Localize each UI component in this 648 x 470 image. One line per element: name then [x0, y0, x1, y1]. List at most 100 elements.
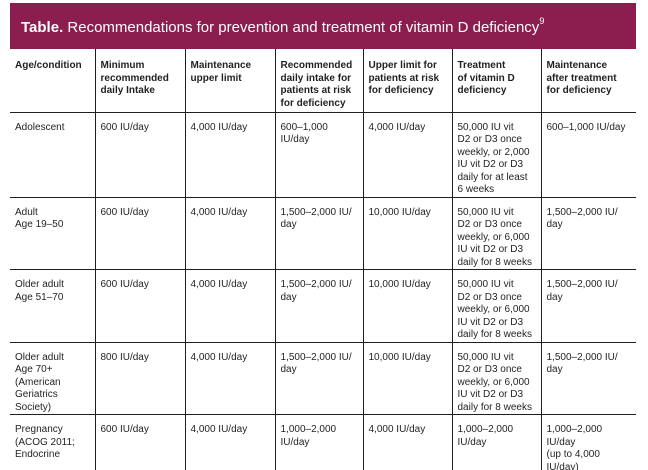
- table-cell: 4,000 IU/day: [185, 342, 276, 415]
- cell-text-line: 1,500–2,000 IU/: [546, 351, 618, 363]
- cell-text-line: 600 IU/day: [100, 206, 149, 218]
- table-cell: 1,500–2,000 IU/day: [541, 269, 636, 343]
- table-cell: 4,000 IU/day: [185, 112, 276, 198]
- cell-text-line: 4,000 IU/day: [190, 351, 248, 363]
- cell-text-line: Geriatrics: [15, 389, 58, 400]
- cell-text-line: 10,000 IU/day: [368, 351, 431, 363]
- table-cell: 600 IU/day: [95, 269, 186, 343]
- cell-text-line: recommended: [100, 72, 169, 84]
- cell-text-line: Older adult: [15, 279, 64, 290]
- cell-text-line: 1,000–2,000 IU/day: [280, 424, 337, 448]
- cell-text-line: Upper limit for: [368, 60, 437, 71]
- cell-text-line: weekly, or 6,000: [457, 304, 530, 315]
- cell-text-line: 4,000 IU/day: [190, 121, 248, 133]
- cell-text-line: D2 or D3 once: [457, 364, 522, 375]
- cell-text-line: IU vit D2 or D3: [457, 389, 524, 400]
- table-cell: 1,000–2,000 IU/day: [452, 414, 542, 470]
- table-row: Pregnancy (ACOG 2011; Endocrine 600 IU/day…: [10, 414, 636, 470]
- table-cell: Adolescent: [10, 112, 96, 198]
- cell-text-line: weekly, or 6,000: [457, 231, 530, 243]
- cell-text-line: Age 51–70: [15, 291, 64, 303]
- cell-text-line: 10,000 IU/day: [368, 206, 431, 218]
- cell-text-line: 4,000 IU/day: [368, 424, 426, 435]
- table-cell: 4,000 IU/day: [363, 112, 453, 198]
- cell-text-line: day: [280, 219, 297, 230]
- table-cell: 10,000 IU/day: [363, 197, 453, 270]
- cell-text-line: weekly, or 2,000: [457, 146, 530, 158]
- table-cell: 600–1,000 IU/day: [541, 112, 636, 198]
- header-cell: Upper limit for patients at risk for defic…: [363, 49, 453, 113]
- cell-text-line: Adolescent: [15, 121, 65, 133]
- table-cell: 4,000 IU/day: [185, 414, 276, 470]
- table-cell: 1,500–2,000 IU/day: [275, 342, 364, 415]
- table-row: Adolescent 600 IU/day 4,000 IU/day 600–1…: [10, 112, 636, 198]
- table-cell: 50,000 IU vit D2 or D3 once weekly, or 6,0…: [452, 269, 542, 343]
- table-cell: 4,000 IU/day: [185, 197, 276, 270]
- cell-text-line: 50,000 IU vit: [457, 121, 514, 133]
- cell-text-line: day: [280, 364, 297, 375]
- cell-text-line: IU vit D2 or D3: [457, 159, 524, 170]
- cell-text-line: 1,500–2,000 IU/: [546, 206, 618, 218]
- cell-text-line: 1,500–2,000 IU/: [280, 279, 352, 290]
- table-cell: 50,000 IU vit D2 or D3 once weekly, or 2,0…: [452, 112, 542, 198]
- table-row: Adult Age 19–50 600 IU/day 4,000 IU/day 1…: [10, 197, 636, 270]
- cell-text-line: Older adult: [15, 351, 64, 363]
- cell-text-line: Age 19–50: [15, 219, 64, 230]
- cell-text-line: daily for at least: [457, 171, 528, 183]
- cell-text-line: 600–1,000 IU/day: [546, 121, 626, 133]
- cell-text-line: Adult: [15, 206, 38, 218]
- cell-text-line: Maintenance: [190, 60, 252, 71]
- cell-text-line: Recommended: [280, 60, 353, 71]
- cell-text-line: (ACOG 2011;: [15, 436, 75, 448]
- table-cell: 800 IU/day: [95, 342, 186, 415]
- table-title-reference: 9: [539, 16, 545, 26]
- cell-text-line: 10,000 IU/day: [368, 279, 431, 290]
- table-row: Older adult Age 70+ (American Geriatrics Soc…: [10, 342, 636, 415]
- cell-text-line: day: [546, 219, 563, 230]
- cell-text-line: daily Intake: [100, 85, 155, 96]
- table-cell: 4,000 IU/day: [363, 414, 453, 470]
- cell-text-line: D2 or D3 once: [457, 219, 522, 230]
- header-cell: Recommended daily intake for patients at r…: [275, 49, 364, 113]
- cell-text-line: for deficiency: [368, 85, 434, 96]
- cell-text-line: for deficiency: [546, 85, 612, 96]
- vitamin-d-table: Age/condition Minimum recommended daily In…: [10, 49, 636, 470]
- cell-text-line: 6 weeks: [457, 184, 495, 195]
- table-header-row: Age/condition Minimum recommended daily In…: [10, 49, 636, 113]
- cell-text-line: D2 or D3 once: [457, 134, 522, 145]
- table-cell: Older adult Age 51–70: [10, 269, 96, 343]
- cell-text-line: Age 70+: [15, 364, 53, 375]
- table-cell: Pregnancy (ACOG 2011; Endocrine: [10, 414, 96, 470]
- table-cell: 1,500–2,000 IU/day: [275, 269, 364, 343]
- cell-text-line: after treatment: [546, 72, 617, 84]
- table-cell: 50,000 IU vit D2 or D3 once weekly, or 6,0…: [452, 197, 542, 270]
- cell-text-line: 600 IU/day: [100, 121, 149, 133]
- cell-text-line: 1,000–2,000 IU/day: [457, 424, 514, 448]
- header-cell: Maintenance upper limit: [185, 49, 276, 113]
- table-cell: 4,000 IU/day: [185, 269, 276, 343]
- cell-text-line: daily intake for: [280, 72, 352, 84]
- header-cell: Age/condition: [10, 49, 96, 113]
- cell-text-line: D2 or D3 once: [457, 291, 522, 303]
- cell-text-line: (American: [15, 376, 61, 388]
- cell-text-line: Society): [15, 401, 52, 413]
- cell-text-line: daily for 8 weeks: [457, 401, 532, 413]
- table-row: Older adult Age 51–70 600 IU/day 4,000 IU…: [10, 269, 636, 343]
- cell-text-line: upper limit: [190, 72, 242, 84]
- header-cell: Maintenance after treatment for deficiency: [541, 49, 636, 113]
- cell-text-line: 800 IU/day: [100, 351, 149, 363]
- cell-text-line: daily for 8 weeks: [457, 256, 532, 268]
- cell-text-line: patients at risk: [368, 72, 440, 84]
- cell-text-line: IU vit D2 or D3: [457, 244, 524, 255]
- table-cell: 600 IU/day: [95, 112, 186, 198]
- cell-text-line: of vitamin D: [457, 72, 515, 84]
- table-cell: 1,000–2,000 IU/day (up to 4,000 IU/day): [541, 414, 636, 470]
- cell-text-line: 4,000 IU/day: [190, 424, 248, 435]
- cell-text-line: 50,000 IU vit: [457, 206, 514, 218]
- cell-text-line: 50,000 IU vit: [457, 351, 514, 363]
- cell-text-line: 1,500–2,000 IU/: [280, 351, 352, 363]
- table-cell: 600–1,000 IU/day: [275, 112, 364, 198]
- cell-text-line: day: [546, 364, 563, 375]
- cell-text-line: 600 IU/day: [100, 424, 149, 435]
